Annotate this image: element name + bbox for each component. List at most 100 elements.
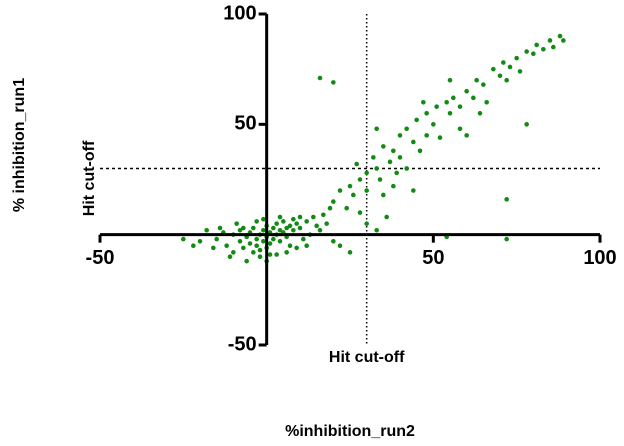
point <box>197 238 203 244</box>
point <box>457 104 463 109</box>
y-tick-label: -50 <box>228 333 257 355</box>
point <box>261 227 266 233</box>
point <box>437 135 443 140</box>
point <box>481 82 486 87</box>
point <box>551 44 556 50</box>
y-tick-label: 100 <box>223 2 256 24</box>
point <box>284 250 289 255</box>
point <box>364 188 369 193</box>
point <box>504 77 509 83</box>
point <box>411 188 416 193</box>
point <box>404 166 409 171</box>
point <box>294 221 299 226</box>
point <box>391 148 396 154</box>
point <box>374 126 379 132</box>
point <box>317 75 323 81</box>
point <box>214 236 219 242</box>
point <box>234 221 239 226</box>
point <box>384 214 389 220</box>
point <box>254 243 259 248</box>
point <box>387 159 393 165</box>
point <box>347 183 353 189</box>
point <box>297 225 303 231</box>
point <box>321 212 326 218</box>
point <box>484 99 489 105</box>
point <box>354 161 359 167</box>
point <box>291 227 296 233</box>
point <box>331 199 336 204</box>
point <box>447 77 453 83</box>
point <box>404 126 409 132</box>
point <box>271 225 276 231</box>
point <box>331 238 336 244</box>
point <box>237 238 243 244</box>
point <box>271 236 276 242</box>
point <box>424 133 429 138</box>
point <box>251 250 256 255</box>
point <box>237 227 243 233</box>
point <box>241 245 246 251</box>
point <box>377 177 383 182</box>
point <box>324 221 329 226</box>
point <box>504 236 509 242</box>
point <box>277 227 283 233</box>
point <box>491 66 496 72</box>
point <box>254 236 259 242</box>
point <box>254 219 259 224</box>
point <box>364 170 369 176</box>
point <box>364 221 369 226</box>
point <box>301 236 306 242</box>
point <box>327 205 333 211</box>
point <box>464 133 469 138</box>
point <box>267 252 273 257</box>
point <box>514 55 519 61</box>
point <box>371 155 376 160</box>
point <box>471 95 476 101</box>
point <box>534 42 539 48</box>
point <box>497 73 503 79</box>
point <box>287 223 293 229</box>
point <box>414 117 419 123</box>
point <box>277 214 283 220</box>
point <box>261 238 266 244</box>
cutoff-label: Hit cut-off <box>329 349 405 366</box>
point <box>311 214 316 220</box>
point <box>381 144 386 149</box>
point <box>337 243 343 248</box>
point <box>244 258 249 264</box>
point <box>451 95 456 101</box>
point <box>344 205 349 211</box>
point <box>304 243 309 248</box>
cutoff-label: Hit cut-off <box>81 140 98 216</box>
point <box>251 225 256 231</box>
point <box>274 221 279 226</box>
point <box>347 250 353 255</box>
point <box>277 238 283 244</box>
point <box>397 133 403 138</box>
point <box>547 38 553 43</box>
point <box>417 148 423 154</box>
point <box>477 111 483 116</box>
point <box>241 225 246 231</box>
point <box>374 227 379 233</box>
point <box>261 216 266 222</box>
point <box>531 51 536 57</box>
point <box>351 192 356 198</box>
point <box>191 243 196 248</box>
point <box>391 183 396 189</box>
point <box>291 216 296 222</box>
y-tick-label: 50 <box>234 113 256 135</box>
point <box>411 139 416 145</box>
point <box>524 49 529 54</box>
point <box>267 241 273 246</box>
point <box>204 227 209 233</box>
point <box>304 219 309 224</box>
point <box>474 77 479 83</box>
point <box>331 80 336 85</box>
point <box>224 243 229 248</box>
point <box>274 252 279 257</box>
x-tick-label: 100 <box>583 247 616 269</box>
point <box>281 219 286 224</box>
point <box>227 254 233 260</box>
point <box>381 192 386 198</box>
